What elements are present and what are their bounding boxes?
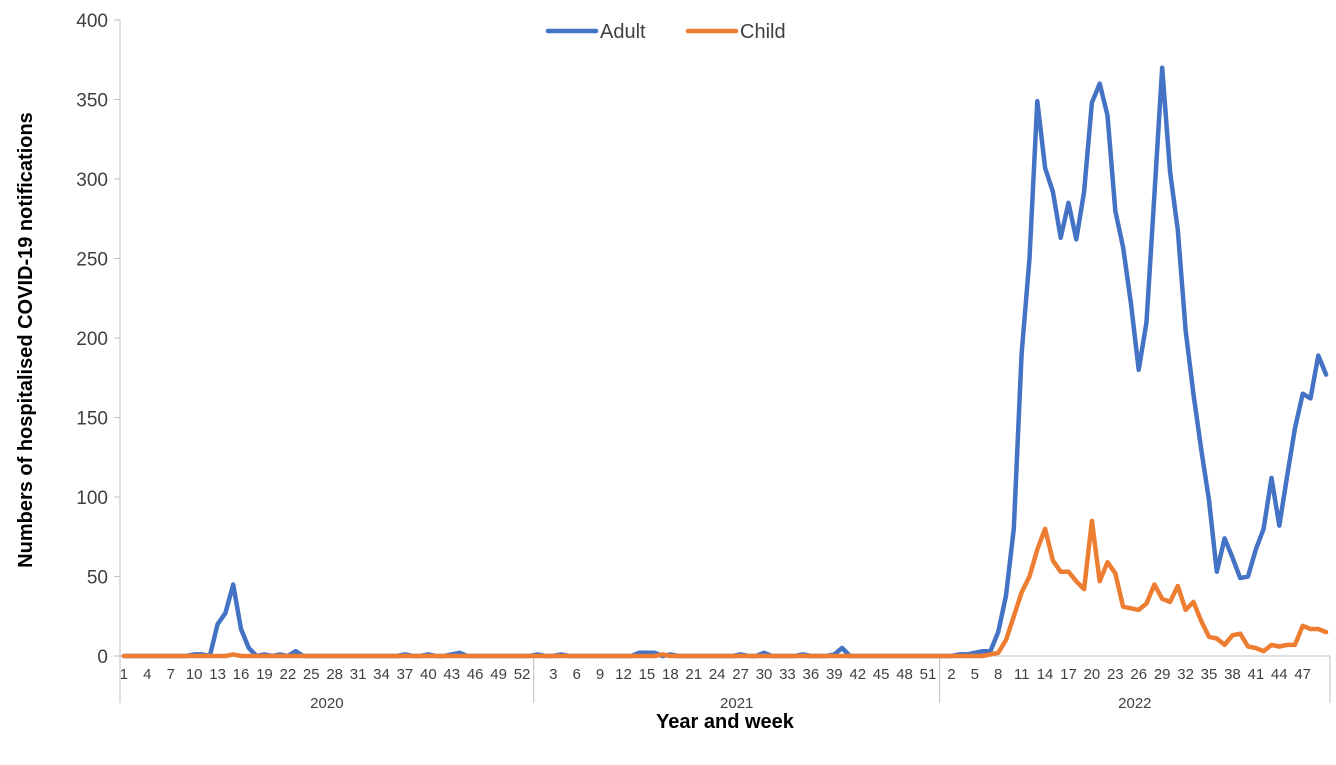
x-tick-label: 51 <box>920 666 937 683</box>
x-tick-label: 28 <box>326 666 343 683</box>
x-tick-label: 30 <box>756 666 773 683</box>
x-tick-label: 13 <box>209 666 226 683</box>
y-tick-label: 400 <box>76 11 108 32</box>
y-tick-label: 350 <box>76 91 108 112</box>
x-year-label: 2022 <box>1118 695 1151 712</box>
x-tick-label: 24 <box>709 666 726 683</box>
x-tick-label: 46 <box>467 666 484 683</box>
x-tick-label: 49 <box>490 666 507 683</box>
x-tick-label: 26 <box>1130 666 1147 683</box>
x-tick-label: 43 <box>443 666 460 683</box>
x-tick-label: 32 <box>1177 666 1194 683</box>
x-axis: 1 4 7 10 13 16 19 22 25 28 31 34 37 40 43 46 49 52 3 6 9 12 15… <box>119 655 1331 712</box>
x-tick-label: 44 <box>1271 666 1288 683</box>
x-tick-label: 21 <box>685 666 702 683</box>
x-tick-label: 3 <box>549 666 557 683</box>
x-tick-label: 8 <box>994 666 1002 683</box>
x-tick-label: 12 <box>615 666 632 683</box>
x-tick-label: 37 <box>397 666 414 683</box>
x-tick-label: 4 <box>143 666 151 683</box>
x-tick-label: 18 <box>662 666 679 683</box>
y-tick-label: 200 <box>76 329 108 350</box>
x-tick-label: 6 <box>573 666 581 683</box>
y-axis-ticks: 0 50 100 150 200 250 300 350 400 <box>76 11 121 668</box>
series-line-adult <box>121 65 1329 659</box>
x-tick-label: 5 <box>971 666 979 683</box>
series-line-child <box>121 518 1329 659</box>
x-tick-label: 23 <box>1107 666 1124 683</box>
x-tick-label: 31 <box>350 666 367 683</box>
x-tick-label: 19 <box>256 666 273 683</box>
x-tick-label: 10 <box>186 666 203 683</box>
x-tick-label: 52 <box>514 666 531 683</box>
x-year-label: 2021 <box>720 695 753 712</box>
x-year-label: 2020 <box>310 695 343 712</box>
x-tick-label: 42 <box>849 666 866 683</box>
y-axis-title: Numbers of hospitalised COVID-19 notific… <box>15 112 37 568</box>
legend-label-child: Child <box>740 21 786 43</box>
x-tick-label: 16 <box>233 666 250 683</box>
x-tick-label: 1 <box>120 666 128 683</box>
legend: Adult Child <box>545 21 786 43</box>
x-tick-label: 35 <box>1201 666 1218 683</box>
x-tick-label: 34 <box>373 666 390 683</box>
x-tick-label: 40 <box>420 666 437 683</box>
x-tick-label: 27 <box>732 666 749 683</box>
y-tick-label: 0 <box>97 647 108 668</box>
x-tick-label: 14 <box>1037 666 1054 683</box>
x-tick-label: 2 <box>947 666 955 683</box>
y-tick-label: 50 <box>87 568 108 589</box>
series-layer <box>121 65 1329 659</box>
x-tick-label: 20 <box>1084 666 1101 683</box>
x-tick-label: 15 <box>639 666 656 683</box>
x-tick-label: 38 <box>1224 666 1241 683</box>
x-tick-label: 7 <box>167 666 175 683</box>
x-tick-label: 45 <box>873 666 890 683</box>
x-tick-label: 33 <box>779 666 796 683</box>
y-tick-label: 150 <box>76 409 108 430</box>
x-tick-label: 25 <box>303 666 320 683</box>
x-axis-title: Year and week <box>656 711 795 733</box>
y-tick-label: 300 <box>76 170 108 191</box>
x-tick-label: 39 <box>826 666 843 683</box>
x-tick-label: 9 <box>596 666 604 683</box>
x-tick-label: 17 <box>1060 666 1077 683</box>
x-tick-label: 11 <box>1014 666 1030 683</box>
x-tick-label: 22 <box>279 666 296 683</box>
y-tick-label: 100 <box>76 488 108 509</box>
legend-label-adult: Adult <box>600 21 646 43</box>
x-tick-label: 29 <box>1154 666 1171 683</box>
x-tick-label: 36 <box>803 666 820 683</box>
x-tick-label: 48 <box>896 666 913 683</box>
x-tick-label: 41 <box>1247 666 1264 683</box>
y-tick-label: 250 <box>76 250 108 271</box>
x-tick-label: 47 <box>1294 666 1311 683</box>
